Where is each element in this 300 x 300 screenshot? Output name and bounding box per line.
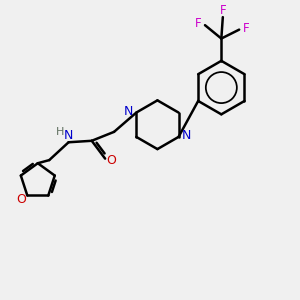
Text: O: O [107,154,117,166]
Text: N: N [182,129,191,142]
Text: F: F [195,17,202,30]
Text: H: H [56,127,64,137]
Text: N: N [64,129,73,142]
Text: O: O [16,193,26,206]
Text: N: N [123,105,133,118]
Text: F: F [220,4,227,17]
Text: F: F [242,22,249,34]
